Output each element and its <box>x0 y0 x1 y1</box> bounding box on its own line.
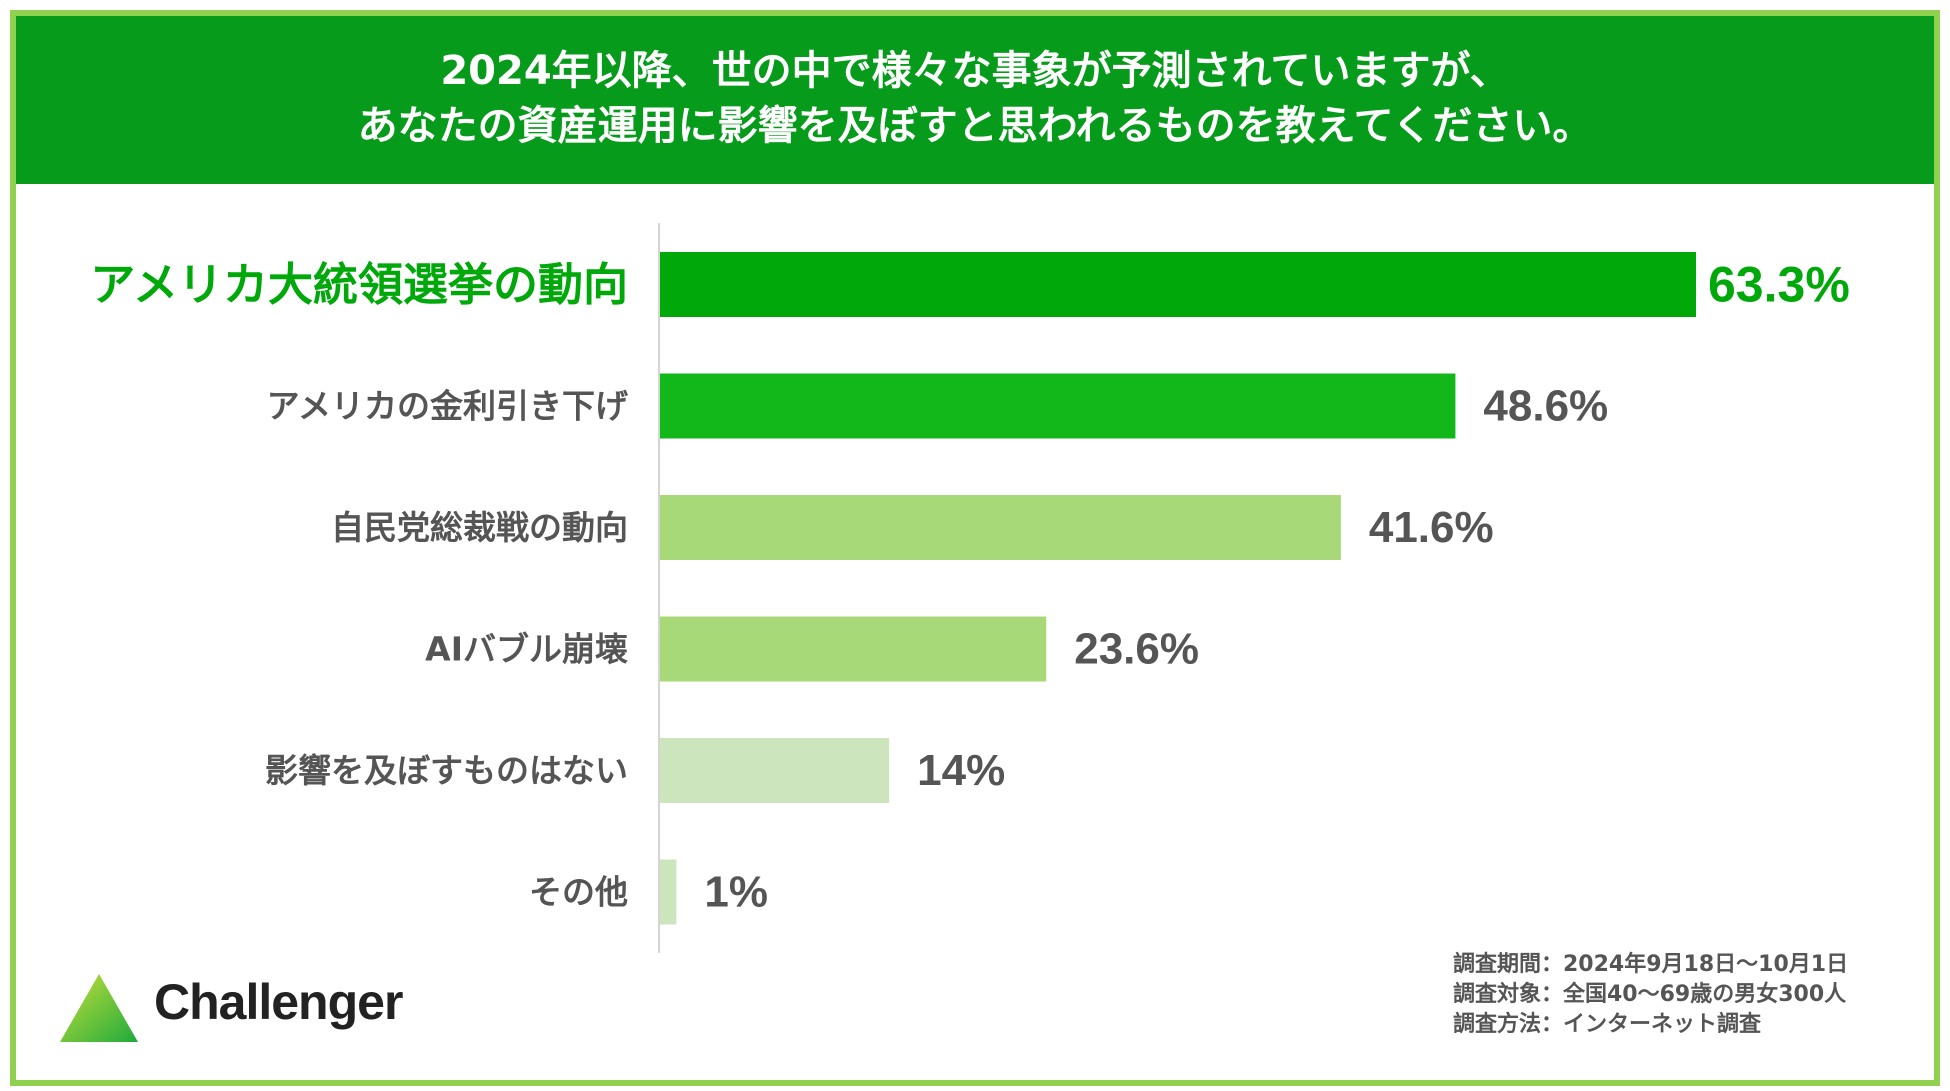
chart-frame: 2024年以降、世の中で様々な事象が予測されていますが、 あなたの資産運用に影響… <box>10 10 1940 1086</box>
survey-method: 調査方法：インターネット調査 <box>1453 1012 1762 1037</box>
survey-target: 調査対象：全国40～69歳の男女300人 <box>1453 982 1847 1007</box>
category-label-5: 影響を及ぼすものはない <box>265 751 628 790</box>
category-label-1: アメリカ大統領選挙の動向 <box>90 258 628 311</box>
value-label-6: 1% <box>704 868 768 917</box>
triangle-logo-icon <box>60 974 138 1042</box>
category-label-4: AIバブル崩壊 <box>425 630 628 669</box>
bar-5 <box>660 738 890 803</box>
survey-info: 調査期間：2024年9月18日～10月1日 調査対象：全国40～69歳の男女30… <box>1453 950 1848 1040</box>
category-label-6: その他 <box>529 873 628 912</box>
category-label-3: 自民党総裁戦の動向 <box>331 508 628 547</box>
question-line-1: 2024年以降、世の中で様々な事象が予測されていますが、 <box>440 48 1510 94</box>
bar-4 <box>660 616 1047 682</box>
value-label-1: 63.3% <box>1708 257 1850 313</box>
bar-2 <box>660 373 1456 439</box>
value-label-2: 48.6% <box>1483 382 1608 431</box>
bar-3 <box>660 495 1341 560</box>
challenger-logo: Challenger <box>58 965 498 1055</box>
value-label-5: 14% <box>917 746 1005 795</box>
survey-period: 調査期間：2024年9月18日～10月1日 <box>1453 952 1849 977</box>
logo-wordmark: Challenger <box>154 974 403 1030</box>
question-header: 2024年以降、世の中で様々な事象が予測されていますが、 あなたの資産運用に影響… <box>16 16 1934 184</box>
value-label-3: 41.6% <box>1369 503 1494 552</box>
question-line-2: あなたの資産運用に影響を及ぼすと思われるものを教えてください。 <box>357 103 1593 149</box>
bar-1 <box>660 252 1696 317</box>
value-label-4: 23.6% <box>1074 625 1199 674</box>
category-label-2: アメリカの金利引き下げ <box>267 387 628 426</box>
bar-6 <box>660 859 677 925</box>
